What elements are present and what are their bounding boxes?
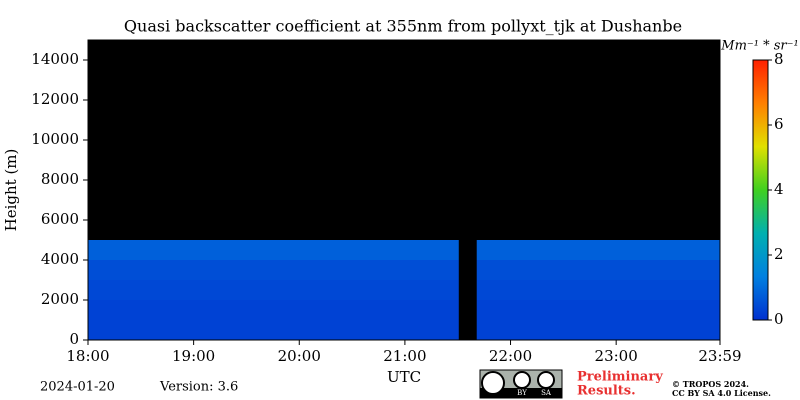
- heat-cell: [476, 280, 720, 300]
- date: 2024-01-20: [40, 380, 115, 395]
- heat-cell: [88, 240, 459, 260]
- cc-badge: BY SA: [479, 369, 563, 399]
- y-tick-label: 4000: [41, 250, 79, 268]
- license: CC BY SA 4.0 License.: [672, 388, 771, 398]
- x-tick-label: 21:00: [383, 347, 426, 365]
- heat-cell: [88, 280, 459, 300]
- badge-strip: [480, 388, 562, 398]
- heat-cell: [476, 240, 720, 260]
- sa-icon: [537, 371, 555, 389]
- y-axis-label: Height (m): [2, 149, 20, 232]
- by-icon: [513, 371, 531, 389]
- heat-cell: [88, 260, 459, 280]
- x-tick-label: 18:00: [66, 347, 109, 365]
- heat-cell: [476, 320, 720, 340]
- y-tick-label: 6000: [41, 210, 79, 228]
- x-tick-label: 20:00: [278, 347, 321, 365]
- colorbar-tick-label: 0: [774, 310, 784, 328]
- x-tick-label: 23:00: [595, 347, 638, 365]
- x-axis-label: UTC: [387, 368, 421, 386]
- colorbar-tick-label: 6: [774, 115, 784, 133]
- copyright: © TROPOS 2024.: [672, 379, 749, 389]
- heat-cell: [476, 300, 720, 320]
- colorbar-tick-label: 2: [774, 245, 784, 263]
- colorbar-tick-label: 4: [774, 180, 784, 198]
- preliminary: Preliminary: [577, 370, 663, 385]
- chart-title: Quasi backscatter coefficient at 355nm f…: [124, 17, 682, 36]
- badge-by: BY: [517, 389, 527, 397]
- colorbar-label: Mm⁻¹ * sr⁻¹: [720, 39, 798, 54]
- y-tick-label: 8000: [41, 170, 79, 188]
- y-tick-label: 10000: [31, 130, 79, 148]
- colorbar-tick-label: 8: [774, 50, 784, 68]
- cc-icon: [481, 371, 505, 395]
- version: Version: 3.6: [159, 380, 238, 395]
- y-tick-label: 2000: [41, 290, 79, 308]
- heat-cell: [88, 320, 459, 340]
- colorbar: [752, 59, 769, 321]
- y-tick-label: 14000: [31, 50, 79, 68]
- axes-frame: [87, 39, 721, 341]
- badge-sa: SA: [541, 389, 552, 397]
- y-tick-label: 0: [69, 330, 79, 348]
- preliminary: Results.: [577, 384, 636, 399]
- x-tick-label: 22:00: [489, 347, 532, 365]
- y-tick-label: 12000: [31, 90, 79, 108]
- x-tick-label: 23:59: [698, 347, 741, 365]
- heat-cell: [476, 260, 720, 280]
- x-tick-label: 19:00: [172, 347, 215, 365]
- heat-cell: [88, 300, 459, 320]
